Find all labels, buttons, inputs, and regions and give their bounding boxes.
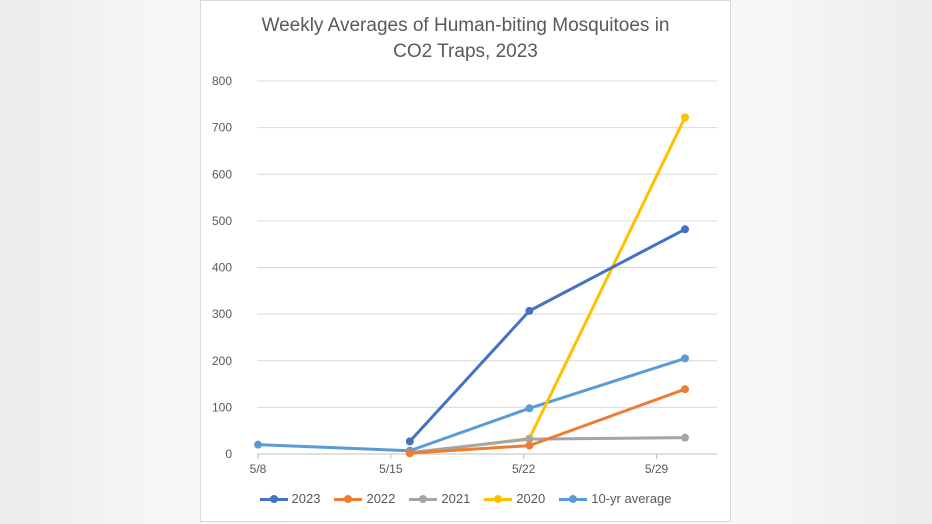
legend-label: 2022 — [366, 491, 396, 506]
legend-item: 2023 — [259, 491, 321, 506]
line-chart: 0 100 200 300 400 500 600 700 800 5/8 5/15 5/22 5/2… — [212, 74, 717, 476]
legend-swatch — [409, 494, 438, 504]
y-tick-label: 700 — [212, 121, 232, 135]
legend-item: 2021 — [409, 491, 470, 506]
series-lines — [254, 113, 689, 458]
x-axis-labels: 5/8 5/15 5/22 5/29 — [250, 462, 669, 476]
legend-swatch — [334, 494, 363, 504]
legend-swatch — [259, 494, 288, 504]
data-point-2022 — [681, 385, 689, 394]
data-point-2020 — [681, 113, 689, 122]
data-point-2023 — [525, 306, 534, 315]
legend-swatch — [559, 494, 588, 504]
gridlines — [257, 80, 717, 455]
data-point-10-yr-average — [254, 440, 262, 449]
chart-title: Weekly Averages of Human-biting Mosquito… — [201, 13, 730, 65]
y-tick-label: 400 — [212, 261, 232, 275]
data-point-10-yr-average — [681, 354, 689, 363]
legend-item: 2020 — [484, 491, 545, 506]
series-line-10-yr-average — [256, 356, 687, 453]
data-point-2023 — [405, 437, 414, 446]
legend-swatch — [484, 494, 513, 504]
legend-label: 2021 — [441, 491, 471, 506]
series-line-2023 — [408, 227, 687, 443]
data-point-2021 — [525, 435, 534, 444]
legend-label: 2020 — [516, 491, 546, 506]
data-point-2021 — [681, 433, 689, 442]
y-tick-label: 100 — [212, 400, 232, 414]
chart-title-line-2: CO2 Traps, 2023 — [393, 41, 538, 62]
chart-card: Weekly Averages of Human-biting Mosquito… — [200, 0, 731, 522]
y-tick-label: 500 — [212, 214, 232, 228]
y-tick-label: 200 — [212, 354, 232, 368]
legend-label: 2023 — [291, 491, 321, 506]
data-point-2023 — [681, 225, 689, 234]
legend-item: 10-yr average — [559, 491, 671, 506]
y-axis-labels: 0 100 200 300 400 500 600 700 800 — [212, 74, 232, 461]
legend-item: 2022 — [334, 491, 395, 506]
y-tick-label: 800 — [212, 74, 232, 88]
x-tick-label: 5/15 — [379, 462, 403, 476]
data-point-2022 — [405, 449, 414, 458]
legend: 2023 2022 2021 2020 10-yr average — [201, 491, 730, 506]
data-point-2022 — [525, 441, 534, 450]
y-tick-label: 600 — [212, 167, 232, 181]
x-tick-label: 5/29 — [645, 462, 669, 476]
y-tick-label: 300 — [212, 307, 232, 321]
data-point-10-yr-average — [525, 404, 534, 413]
legend-label: 10-yr average — [591, 491, 672, 506]
x-axis-tick-marks — [257, 454, 658, 459]
x-tick-label: 5/8 — [250, 462, 267, 476]
x-tick-label: 5/22 — [512, 462, 536, 476]
y-tick-label: 0 — [225, 447, 232, 461]
chart-title-line-1: Weekly Averages of Human-biting Mosquito… — [261, 15, 670, 36]
